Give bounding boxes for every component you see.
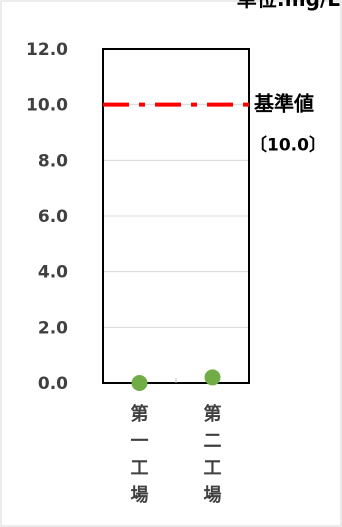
category-label-char: 工 — [131, 458, 149, 479]
y-tick-label: 10.0 — [26, 96, 68, 116]
data-points — [131, 369, 221, 391]
unit-label: 単位:mg/L — [237, 0, 340, 11]
data-point — [204, 369, 221, 386]
y-tick-labels: 0.0 2.0 4.0 6.0 8.0 10.0 12.0 — [26, 40, 68, 394]
y-tick-label: 8.0 — [38, 151, 68, 171]
category-label-char: 工 — [204, 458, 222, 479]
y-tick-label: 0.0 — [38, 374, 68, 394]
data-point — [131, 375, 148, 391]
y-tick-label: 12.0 — [26, 40, 68, 60]
category-label-char: 一 — [131, 431, 149, 452]
reference-line-value-label: 〔10.0〕 — [250, 135, 326, 156]
y-tick-label: 6.0 — [38, 207, 68, 227]
category-label-char: 二 — [204, 431, 222, 452]
reference-line-label: 基準値 — [254, 92, 314, 116]
category-label-char: 場 — [204, 485, 222, 506]
category-label-char: 第 — [131, 403, 149, 425]
gridlines — [103, 104, 249, 328]
category-label-char: 第 — [204, 403, 222, 425]
y-tick-label: 4.0 — [38, 263, 68, 283]
category-label-char: 場 — [131, 485, 149, 506]
y-tick-label: 2.0 — [38, 318, 68, 338]
